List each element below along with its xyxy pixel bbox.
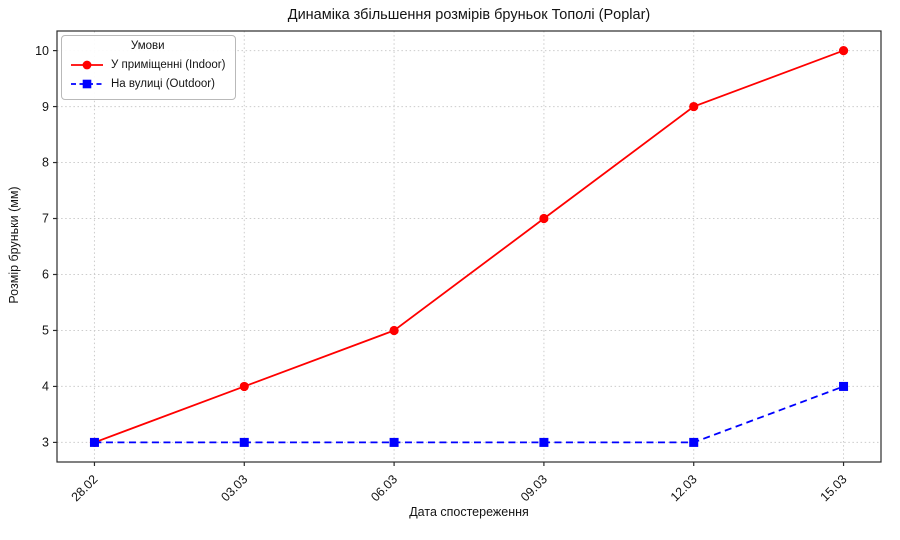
data-point-outdoor [389, 437, 399, 447]
data-point-outdoor [89, 437, 99, 447]
y-tick-label: 5 [42, 324, 49, 338]
y-tick-label: 6 [42, 268, 49, 282]
chart-title: Динаміка збільшення розмірів бруньок Топ… [287, 7, 651, 23]
x-tick-label: 15.03 [818, 472, 850, 504]
y-tick-label: 4 [42, 380, 49, 394]
data-point-outdoor [689, 437, 699, 447]
legend-sample-marker [82, 60, 92, 69]
x-tick-label: 12.03 [668, 472, 700, 504]
x-tick-label: 06.03 [368, 472, 400, 504]
data-point-indoor [689, 101, 699, 112]
y-tick-label: 8 [42, 156, 49, 170]
legend-entry-indoor: У приміщенні (Indoor) [70, 55, 225, 74]
x-tick-label: 03.03 [218, 472, 250, 504]
data-point-outdoor [839, 381, 849, 391]
legend-entry-outdoor: На вулиці (Outdoor) [70, 74, 225, 93]
plot-border [56, 30, 882, 463]
legend-entry-indoor-label: У приміщенні (Indoor) [111, 58, 226, 71]
data-point-indoor [239, 381, 249, 392]
legend-entry-outdoor-label: На вулиці (Outdoor) [111, 77, 215, 90]
x-tick-label: 28.02 [69, 472, 101, 504]
legend-sample-marker [82, 79, 92, 88]
series-line-indoor [94, 49, 844, 444]
y-tick-label: 7 [42, 212, 49, 226]
y-tick-label: 9 [42, 100, 49, 114]
legend-sample-outdoor-line-icon [71, 79, 103, 88]
data-point-outdoor [239, 437, 249, 447]
legend-sample-indoor-line-icon [71, 60, 103, 69]
legend: Умови У приміщенні (Indoor) На вулиці (O… [61, 35, 237, 100]
data-point-indoor [838, 45, 849, 56]
legend-title: Умови [130, 40, 165, 52]
y-tick-label: 3 [42, 436, 49, 450]
x-axis-label: Дата спостереження [409, 505, 529, 519]
data-point-indoor [389, 325, 399, 336]
y-tick-label: 10 [35, 44, 49, 58]
x-tick-label: 09.03 [518, 472, 550, 504]
y-axis-label: Розмір бруньки (мм) [7, 186, 21, 304]
series-line-outdoor [94, 385, 844, 444]
data-point-indoor [539, 213, 549, 224]
data-point-outdoor [539, 437, 549, 447]
